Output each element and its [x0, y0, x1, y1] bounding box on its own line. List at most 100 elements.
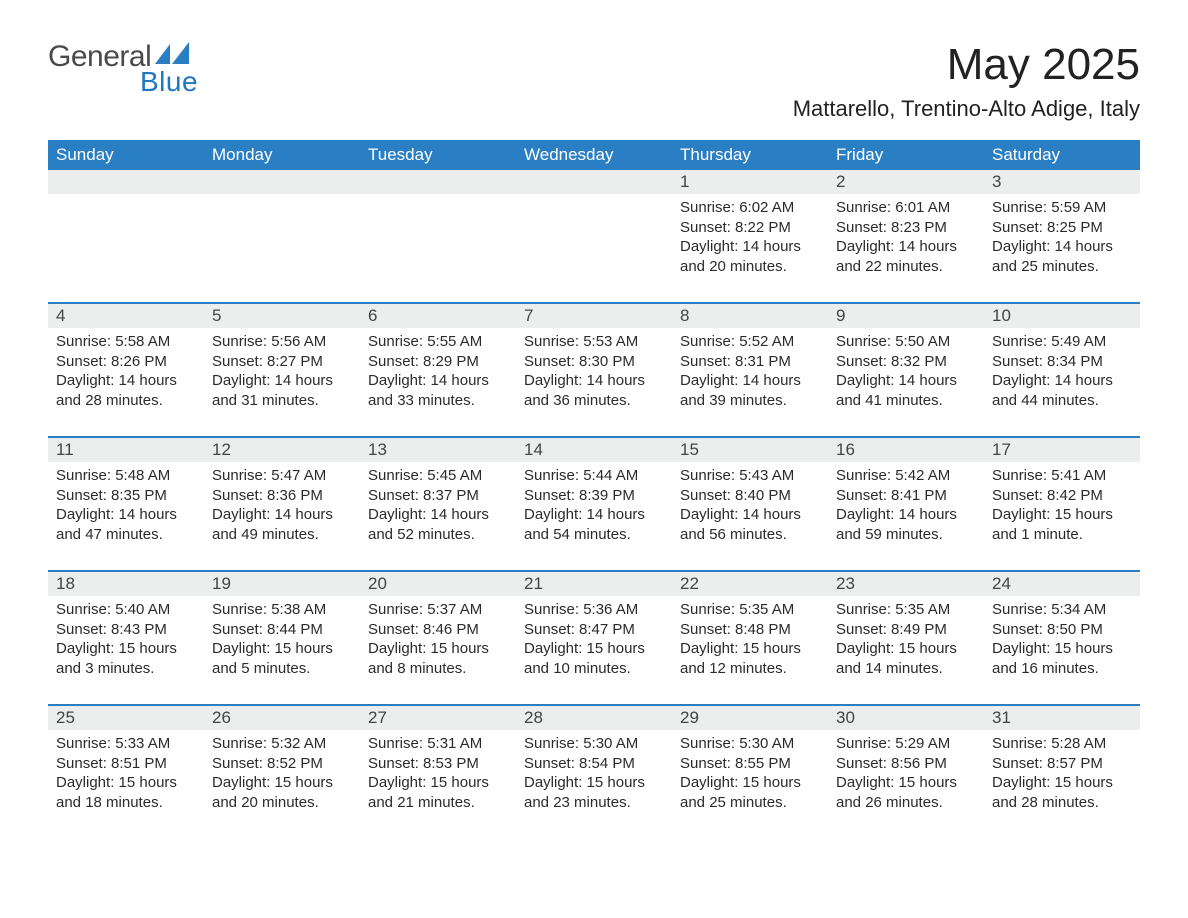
- day-info-line: Daylight: 15 hours and 26 minutes.: [836, 773, 976, 812]
- info-label: Daylight:: [992, 238, 1055, 255]
- info-label: Daylight:: [680, 372, 743, 389]
- day-info-line: Sunrise: 5:29 AM: [836, 734, 976, 754]
- day-info-line: Sunrise: 5:45 AM: [368, 466, 508, 486]
- day-info-line: Sunrise: 5:30 AM: [680, 734, 820, 754]
- info-value: 5:48 AM: [115, 467, 170, 484]
- info-value: 5:41 AM: [1051, 467, 1106, 484]
- info-label: Sunrise:: [992, 467, 1051, 484]
- day-info-line: Sunrise: 5:30 AM: [524, 734, 664, 754]
- day-number-cell: 28: [516, 705, 672, 730]
- info-label: Daylight:: [56, 774, 119, 791]
- day-number-cell: 25: [48, 705, 204, 730]
- day-info-line: Sunrise: 5:36 AM: [524, 600, 664, 620]
- day-info-line: Sunrise: 5:43 AM: [680, 466, 820, 486]
- day-body-cell: Sunrise: 5:32 AMSunset: 8:52 PMDaylight:…: [204, 730, 360, 838]
- day-number-cell: 10: [984, 303, 1140, 328]
- info-value: 8:26 PM: [111, 353, 167, 370]
- info-value: 8:23 PM: [891, 219, 947, 236]
- info-value: 8:40 PM: [735, 487, 791, 504]
- day-body-cell: [204, 194, 360, 303]
- day-body-cell: Sunrise: 5:44 AMSunset: 8:39 PMDaylight:…: [516, 462, 672, 571]
- day-info-line: Daylight: 14 hours and 54 minutes.: [524, 505, 664, 544]
- info-value: 5:30 AM: [583, 735, 638, 752]
- day-body-cell: [516, 194, 672, 303]
- day-info-line: Daylight: 14 hours and 41 minutes.: [836, 371, 976, 410]
- info-label: Sunset:: [680, 755, 735, 772]
- day-info-line: Sunrise: 5:41 AM: [992, 466, 1132, 486]
- info-label: Daylight:: [368, 774, 431, 791]
- info-label: Daylight:: [836, 774, 899, 791]
- day-body-cell: Sunrise: 5:36 AMSunset: 8:47 PMDaylight:…: [516, 596, 672, 705]
- info-value: 5:31 AM: [427, 735, 482, 752]
- day-body-row: Sunrise: 5:58 AMSunset: 8:26 PMDaylight:…: [48, 328, 1140, 437]
- day-body-cell: Sunrise: 5:29 AMSunset: 8:56 PMDaylight:…: [828, 730, 984, 838]
- info-label: Sunrise:: [836, 601, 895, 618]
- day-info-line: Sunrise: 5:37 AM: [368, 600, 508, 620]
- day-info-line: Sunrise: 5:47 AM: [212, 466, 352, 486]
- day-body-cell: Sunrise: 5:41 AMSunset: 8:42 PMDaylight:…: [984, 462, 1140, 571]
- info-value: 8:46 PM: [423, 621, 479, 638]
- day-body-cell: Sunrise: 5:58 AMSunset: 8:26 PMDaylight:…: [48, 328, 204, 437]
- day-info-line: Sunrise: 5:44 AM: [524, 466, 664, 486]
- day-number: 20: [368, 574, 387, 593]
- day-info-line: Sunrise: 5:32 AM: [212, 734, 352, 754]
- info-value: 5:49 AM: [1051, 333, 1106, 350]
- day-number: 5: [212, 306, 221, 325]
- day-body-cell: Sunrise: 5:49 AMSunset: 8:34 PMDaylight:…: [984, 328, 1140, 437]
- col-header: Wednesday: [516, 140, 672, 170]
- day-number-cell: 27: [360, 705, 516, 730]
- day-body-cell: Sunrise: 5:33 AMSunset: 8:51 PMDaylight:…: [48, 730, 204, 838]
- info-value: 8:50 PM: [1047, 621, 1103, 638]
- info-label: Daylight:: [524, 640, 587, 657]
- day-number-cell: 29: [672, 705, 828, 730]
- day-body-cell: Sunrise: 5:38 AMSunset: 8:44 PMDaylight:…: [204, 596, 360, 705]
- info-label: Sunset:: [992, 487, 1047, 504]
- info-value: 5:56 AM: [271, 333, 326, 350]
- info-value: 5:30 AM: [739, 735, 794, 752]
- info-label: Sunrise:: [212, 333, 271, 350]
- day-info-line: Sunset: 8:56 PM: [836, 754, 976, 774]
- day-info-line: Sunrise: 5:38 AM: [212, 600, 352, 620]
- info-label: Sunset:: [368, 487, 423, 504]
- info-label: Sunset:: [56, 621, 111, 638]
- day-body-cell: Sunrise: 5:28 AMSunset: 8:57 PMDaylight:…: [984, 730, 1140, 838]
- day-number: 14: [524, 440, 543, 459]
- day-info-line: Sunrise: 5:40 AM: [56, 600, 196, 620]
- info-label: Daylight:: [212, 506, 275, 523]
- day-body-cell: Sunrise: 5:48 AMSunset: 8:35 PMDaylight:…: [48, 462, 204, 571]
- day-number-cell: 9: [828, 303, 984, 328]
- day-info-line: Daylight: 14 hours and 22 minutes.: [836, 237, 976, 276]
- info-label: Sunset:: [368, 353, 423, 370]
- day-number: 29: [680, 708, 699, 727]
- logo: General Blue: [48, 40, 198, 98]
- day-info-line: Sunset: 8:49 PM: [836, 620, 976, 640]
- location-subtitle: Mattarello, Trentino-Alto Adige, Italy: [793, 96, 1140, 122]
- info-label: Sunset:: [56, 487, 111, 504]
- info-value: 8:37 PM: [423, 487, 479, 504]
- day-number: 21: [524, 574, 543, 593]
- day-info-line: Sunset: 8:36 PM: [212, 486, 352, 506]
- col-header: Monday: [204, 140, 360, 170]
- day-number-cell: 14: [516, 437, 672, 462]
- info-value: 8:41 PM: [891, 487, 947, 504]
- day-info-line: Daylight: 14 hours and 39 minutes.: [680, 371, 820, 410]
- day-body-cell: Sunrise: 5:31 AMSunset: 8:53 PMDaylight:…: [360, 730, 516, 838]
- day-info-line: Sunset: 8:55 PM: [680, 754, 820, 774]
- info-label: Sunrise:: [524, 467, 583, 484]
- day-number-row: 45678910: [48, 303, 1140, 328]
- day-body-cell: Sunrise: 5:42 AMSunset: 8:41 PMDaylight:…: [828, 462, 984, 571]
- day-body-cell: Sunrise: 5:53 AMSunset: 8:30 PMDaylight:…: [516, 328, 672, 437]
- info-label: Sunset:: [524, 621, 579, 638]
- day-info-line: Sunrise: 6:02 AM: [680, 198, 820, 218]
- day-info-line: Sunset: 8:54 PM: [524, 754, 664, 774]
- day-number-cell: 5: [204, 303, 360, 328]
- day-number-cell: 8: [672, 303, 828, 328]
- day-info-line: Sunset: 8:32 PM: [836, 352, 976, 372]
- info-label: Sunset:: [680, 219, 735, 236]
- day-info-line: Sunset: 8:30 PM: [524, 352, 664, 372]
- col-header: Thursday: [672, 140, 828, 170]
- info-label: Sunset:: [680, 621, 735, 638]
- day-info-line: Sunrise: 5:52 AM: [680, 332, 820, 352]
- day-info-line: Daylight: 14 hours and 28 minutes.: [56, 371, 196, 410]
- day-number-cell: 18: [48, 571, 204, 596]
